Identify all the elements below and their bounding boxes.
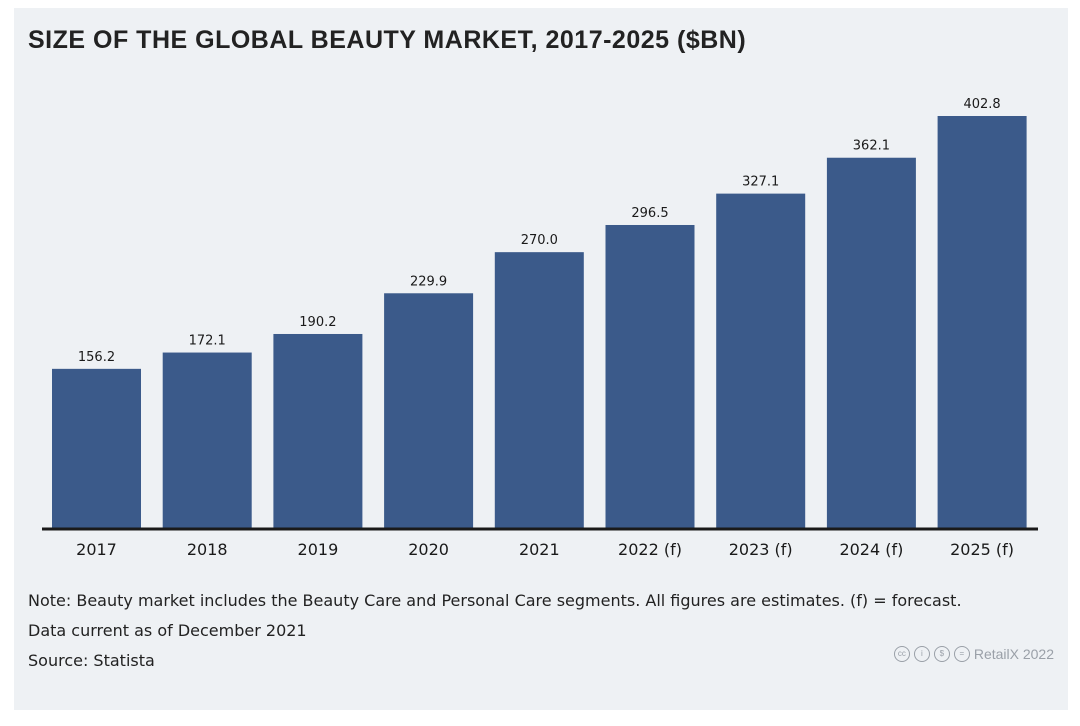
nd-icon: =	[953, 646, 970, 662]
bar-2022-f	[605, 224, 695, 529]
x-tick-label: 2019	[298, 540, 339, 559]
x-tick-label: 2023 (f)	[729, 540, 793, 559]
note-line: Note: Beauty market includes the Beauty …	[28, 591, 962, 610]
bar-2024-f	[826, 157, 916, 529]
nc-icon: $	[933, 646, 950, 662]
bar-2019	[273, 333, 363, 529]
bars-group: 156.2 172.1 190.2 229.9 270.0 296.5 327.1 362.1…	[52, 97, 1027, 530]
bar-value-label: 190.2	[299, 315, 336, 330]
bar-value-label: 362.1	[853, 139, 890, 154]
bar-value-label: 156.2	[78, 350, 115, 365]
bar-2020	[384, 293, 474, 529]
x-tick-label: 2022 (f)	[618, 540, 682, 559]
bar-value-label: 402.8	[963, 97, 1000, 112]
x-tick-labels: 2017 2018 2019 2020 2021 2022 (f) 2023 (f) 2024…	[76, 540, 1014, 559]
x-tick-label: 2021	[519, 540, 560, 559]
bar-2021	[494, 252, 584, 530]
bar-value-label: 270.0	[521, 233, 558, 248]
source-line: Source: Statista	[28, 651, 155, 670]
bar-value-label: 229.9	[410, 274, 447, 289]
bar-2025-f	[937, 116, 1027, 529]
x-tick-label: 2025 (f)	[950, 540, 1014, 559]
license-credit: cc i $ = RetailX 2022	[893, 646, 1054, 662]
chart-title: SIZE OF THE GLOBAL BEAUTY MARKET, 2017-2…	[28, 26, 747, 54]
bar-value-label: 327.1	[742, 175, 779, 190]
x-tick-label: 2017	[76, 540, 117, 559]
bar-2018	[162, 352, 252, 529]
x-tick-label: 2018	[187, 540, 228, 559]
x-tick-label: 2024 (f)	[839, 540, 903, 559]
cc-icon: cc	[893, 646, 910, 662]
bar-value-label: 172.1	[189, 334, 226, 349]
bar-2023-f	[716, 193, 806, 529]
chart-notes: Note: Beauty market includes the Beauty …	[28, 586, 962, 676]
data-date-line: Data current as of December 2021	[28, 621, 307, 640]
by-icon: i	[913, 646, 930, 662]
bar-2017	[52, 368, 141, 529]
bar-value-label: 296.5	[631, 206, 668, 221]
x-tick-label: 2020	[408, 540, 449, 559]
credit-text: RetailX 2022	[973, 646, 1054, 662]
